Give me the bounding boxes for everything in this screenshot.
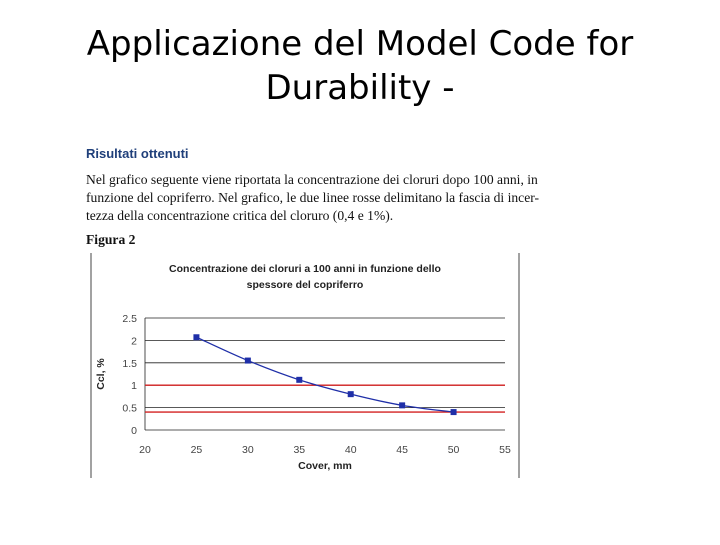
gridlines	[144, 317, 505, 431]
x-tick-label: 25	[191, 444, 203, 456]
reference-lines	[145, 384, 505, 413]
paragraph-line: Nel grafico seguente viene riportata la …	[86, 172, 538, 187]
series-line	[196, 336, 454, 413]
x-tick-label: 30	[242, 444, 254, 456]
paragraph-line: tezza della concentrazione critica del c…	[86, 208, 394, 223]
data-point	[193, 334, 200, 341]
data-point	[450, 409, 457, 416]
y-tick-label: 1	[131, 380, 137, 392]
y-axis-label: Ccl, %	[95, 358, 107, 390]
y-tick-label: 1.5	[122, 358, 137, 370]
x-tick-label: 35	[293, 444, 305, 456]
body-paragraph: Nel grafico seguente viene riportata la …	[86, 171, 646, 225]
slide-title-line-2: Durability -	[265, 68, 455, 108]
x-tick-label: 45	[396, 444, 408, 456]
x-tick-label: 20	[139, 444, 151, 456]
x-axis-label: Cover, mm	[298, 460, 352, 472]
section-heading: Risultati ottenuti	[86, 146, 189, 161]
data-point	[399, 402, 406, 409]
y-tick-label: 0	[131, 425, 137, 437]
series-group	[193, 334, 457, 416]
data-point	[244, 357, 251, 364]
x-tick-label: 55	[499, 444, 511, 456]
slide-title-line-1: Applicazione del Model Code for	[86, 24, 634, 64]
y-tick-label: 0.5	[122, 403, 137, 415]
y-tick-label: 2	[131, 335, 137, 347]
chart-title-line-1: Concentrazione dei cloruri a 100 anni in…	[169, 263, 441, 275]
paragraph-line: funzione del copriferro. Nel grafico, le…	[86, 190, 540, 205]
data-point	[296, 376, 303, 383]
x-tick-label: 50	[448, 444, 460, 456]
y-tick-label: 2.5	[122, 313, 137, 325]
data-point	[347, 391, 354, 398]
tick-labels: 20 25 30 35 40 45 50 55 0 0.5 1 1.5 2 2.5	[122, 313, 511, 456]
chart-title-line-2: spessore del copriferro	[247, 279, 364, 291]
x-tick-label: 40	[345, 444, 357, 456]
slide-title: Applicazione del Model Code for Durabili…	[60, 22, 660, 110]
figure-label: Figura 2	[86, 232, 136, 247]
